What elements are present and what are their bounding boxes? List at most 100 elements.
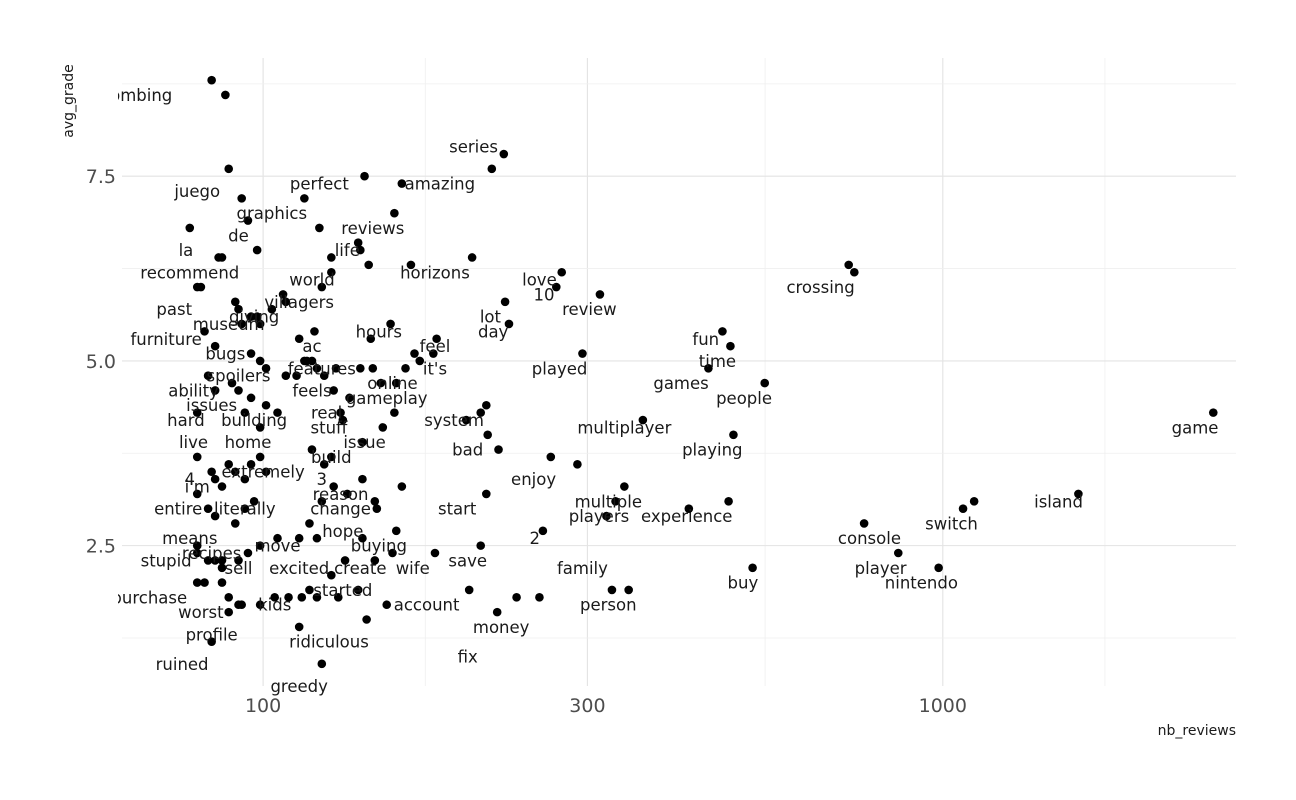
word-label-love-12: love: [522, 271, 557, 290]
word-label-account-88: account: [394, 596, 460, 615]
word-label-games-35: games: [653, 374, 708, 393]
data-point-161: [207, 637, 216, 646]
data-point-41: [312, 364, 322, 373]
word-label-recommend-10: recommend: [140, 263, 239, 282]
data-point-60: [317, 282, 327, 292]
word-label-3-56: 3: [317, 470, 328, 489]
data-point-72: [467, 253, 477, 262]
word-label-purchase-87: purchase: [111, 588, 187, 607]
word-label-means-70: means: [162, 529, 217, 548]
word-label-literally-63: literally: [214, 500, 276, 519]
data-point-114: [1208, 408, 1218, 417]
data-point-171: [246, 460, 256, 469]
x-axis-title: nb_reviews: [1158, 723, 1236, 739]
word-label-amazing-4: amazing: [405, 175, 475, 194]
data-point-3: [237, 194, 246, 203]
data-point-108: [859, 519, 869, 528]
word-label-fix-95: fix: [458, 647, 478, 666]
data-point-29: [246, 393, 256, 403]
data-point-67: [360, 171, 369, 181]
word-labels: bombing juego graphics perfect amazing series…: [111, 86, 1218, 696]
word-label-create-80: create: [334, 559, 386, 578]
word-label-buy-84: buy: [728, 574, 759, 593]
data-point-71: [406, 260, 416, 270]
word-label-kids-91: kids: [258, 596, 291, 615]
word-label-ruined-96: ruined: [156, 655, 209, 674]
x-tick-label-0: 100: [245, 695, 281, 717]
data-point-1: [221, 90, 230, 100]
data-point-146: [217, 563, 227, 573]
word-label-day-24: day: [478, 322, 509, 341]
data-point-27: [210, 386, 220, 395]
word-label-start-65: start: [438, 500, 477, 519]
data-point-177: [240, 504, 250, 513]
data-point-144: [192, 548, 202, 558]
data-point-80: [578, 349, 587, 358]
word-label-people-39: people: [716, 389, 772, 408]
word-label-live-48: live: [179, 433, 208, 452]
word-label-feel-26: feel: [420, 337, 451, 356]
word-label-villagers-15: villagers: [264, 293, 334, 312]
data-point-152: [255, 600, 265, 610]
data-point-104: [748, 563, 757, 573]
word-label-entire-62: entire: [154, 500, 202, 519]
word-label-worst-90: worst: [178, 603, 224, 622]
data-point-130: [333, 593, 343, 602]
data-point-168: [224, 460, 234, 469]
data-point-175: [203, 504, 213, 513]
data-point-34: [273, 408, 282, 417]
data-point-52: [401, 364, 410, 373]
data-point-125: [391, 526, 401, 536]
data-point-120: [476, 541, 486, 550]
data-point-74: [499, 149, 509, 159]
data-point-16: [267, 304, 277, 314]
word-label-multiplayer-46: multiplayer: [577, 418, 671, 437]
word-label-stuff-43: stuff: [311, 418, 349, 437]
word-label-4-55: 4: [185, 470, 196, 489]
data-point-124: [388, 548, 397, 558]
data-point-172: [255, 452, 265, 462]
word-label-la-8: la: [179, 241, 194, 260]
word-label-console-71: console: [838, 529, 901, 548]
word-label-reviews-7: reviews: [341, 219, 404, 238]
data-point-143: [203, 556, 213, 565]
data-point-119: [464, 585, 474, 595]
word-label-played-32: played: [532, 359, 588, 378]
data-point-134: [312, 533, 322, 543]
data-point-25: [203, 371, 213, 380]
word-label-real-41: real: [311, 404, 342, 423]
data-point-149: [192, 578, 202, 587]
word-label-time-29: time: [699, 352, 736, 371]
data-point-133: [305, 519, 314, 528]
data-point-32: [192, 408, 202, 417]
word-label-im-58: i'm: [185, 478, 210, 497]
data-point-65: [364, 260, 373, 270]
word-label-move-73: move: [254, 537, 300, 556]
data-point-107: [850, 267, 859, 277]
data-point-69: [300, 194, 309, 203]
word-label-furniture-25: furniture: [130, 330, 201, 349]
data-point-116: [512, 593, 521, 602]
data-point-127: [358, 533, 367, 543]
data-point-126: [370, 556, 380, 565]
data-point-4: [243, 216, 253, 225]
data-point-155: [297, 593, 307, 602]
data-point-142: [210, 556, 220, 565]
word-label-online-34: online: [367, 374, 417, 393]
data-point-56: [432, 334, 441, 344]
data-points: [185, 75, 1218, 669]
data-point-83: [461, 415, 471, 425]
word-label-reason-59: reason: [313, 485, 369, 504]
data-point-140: [230, 519, 240, 528]
data-point-181: [342, 489, 352, 499]
word-label-ridiculous-94: ridiculous: [289, 633, 369, 652]
data-point-159: [317, 659, 327, 669]
data-point-92: [546, 452, 556, 462]
data-point-157: [312, 593, 322, 602]
word-label-lot-20: lot: [480, 308, 502, 327]
data-point-31: [240, 408, 250, 417]
word-label-2-72: 2: [530, 529, 541, 548]
data-point-96: [602, 511, 611, 521]
data-point-106: [844, 260, 853, 270]
word-label-nintendo-85: nintendo: [885, 574, 958, 593]
